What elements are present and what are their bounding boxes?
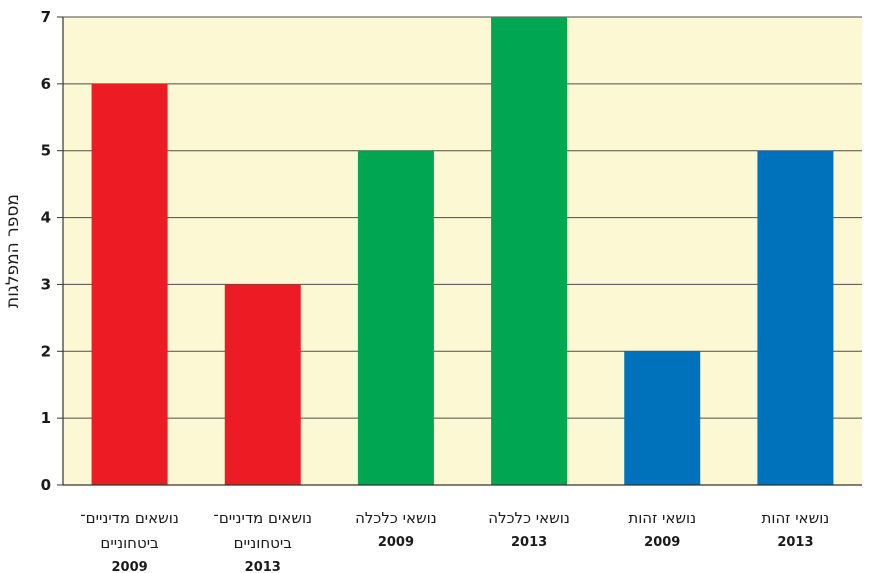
y-tick-label: 0: [41, 476, 51, 494]
bar: [224, 284, 301, 485]
bar: [757, 150, 834, 485]
bar: [91, 83, 168, 485]
bar: [491, 17, 568, 485]
x-category-year: 2013: [245, 560, 281, 573]
x-category-year: 2013: [511, 535, 547, 550]
plot-area: [63, 17, 862, 485]
x-category-label: נושאים מדיניים־: [80, 509, 179, 527]
x-category-year: 2013: [777, 535, 813, 550]
axes: [62, 17, 862, 486]
y-tick-label: 6: [41, 75, 51, 93]
y-tick-label: 1: [41, 409, 51, 427]
y-tick-label: 3: [41, 275, 51, 293]
x-category-label: נושאים מדיניים־: [213, 509, 312, 527]
x-category-label: נושאי כלכלה: [355, 509, 437, 527]
x-category-label: ביטחוניים: [234, 534, 293, 552]
x-category-label: נושאי זהות: [762, 509, 830, 527]
bar: [624, 351, 701, 485]
x-category-year: 2009: [644, 535, 680, 550]
bar: [357, 150, 434, 485]
y-tick-label: 4: [41, 209, 51, 227]
y-axis-label: מספר המפלגות: [3, 194, 23, 308]
y-tick-labels: 0 1 2 3 4 5 6 7: [41, 8, 63, 494]
x-category-year: 2009: [111, 560, 147, 573]
y-tick-label: 7: [41, 8, 51, 26]
x-category-year: 2009: [378, 535, 414, 550]
x-category-label: נושאי כלכלה: [488, 509, 570, 527]
y-tick-label: 5: [41, 142, 51, 160]
x-category-label: נושאי זהות: [628, 509, 696, 527]
x-category-label: ביטחוניים: [100, 534, 159, 552]
grid-lines: [63, 16, 862, 419]
bars: [91, 17, 834, 485]
x-category-labels: נושאים מדיניים־ ביטחוניים 2009 נושאים מדיני…: [80, 509, 829, 573]
y-tick-label: 2: [41, 342, 51, 360]
